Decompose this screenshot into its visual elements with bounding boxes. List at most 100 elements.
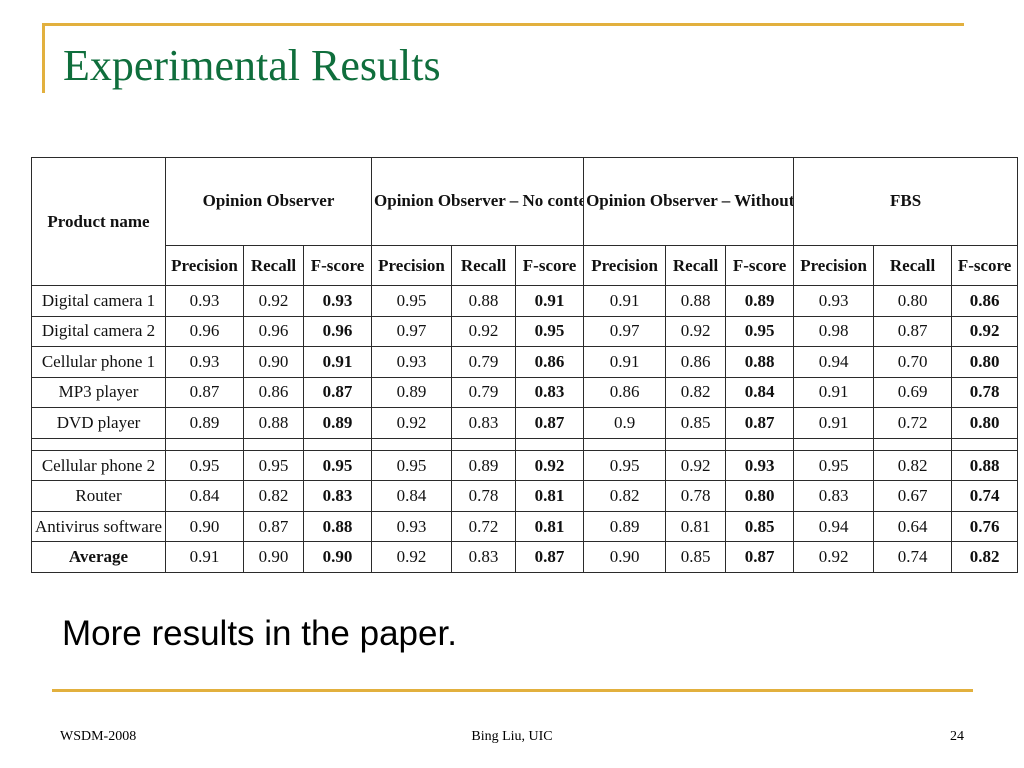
metric-header: F-score	[302, 245, 373, 286]
precision-cell: 0.82	[583, 480, 667, 512]
metric-header: Precision	[793, 245, 875, 286]
fscore-cell: 0.82	[951, 541, 1019, 573]
divider-cell	[302, 437, 373, 451]
precision-cell: 0.84	[371, 480, 453, 512]
precision-cell: 0.89	[165, 407, 244, 439]
precision-cell: 0.95	[583, 449, 667, 482]
fscore-cell: 0.89	[725, 285, 795, 317]
fscore-cell: 0.80	[951, 346, 1019, 378]
fscore-cell: 0.86	[951, 285, 1019, 317]
divider-cell	[873, 437, 953, 451]
recall-cell: 0.86	[243, 376, 304, 409]
precision-cell: 0.91	[165, 541, 244, 573]
divider-cell	[515, 437, 585, 451]
recall-cell: 0.92	[665, 315, 727, 348]
precision-cell: 0.93	[371, 510, 453, 543]
fscore-cell: 0.81	[515, 510, 585, 543]
table-row: Digital camera 2 0.96 0.96 0.96 0.97 0.92 0.95…	[31, 315, 1019, 348]
precision-cell: 0.91	[793, 376, 875, 409]
product-name-cell: Cellular phone 1	[31, 346, 166, 378]
recall-cell: 0.92	[665, 449, 727, 482]
fscore-cell: 0.90	[302, 541, 373, 573]
recall-cell: 0.85	[665, 407, 727, 439]
precision-cell: 0.87	[165, 376, 244, 409]
fscore-cell: 0.88	[302, 510, 373, 543]
divider-cell	[31, 437, 166, 451]
recall-cell: 0.88	[451, 285, 517, 317]
more-results-note: More results in the paper.	[62, 614, 457, 653]
metric-header: Precision	[371, 245, 453, 286]
recall-cell: 0.74	[873, 541, 953, 573]
fscore-cell: 0.87	[515, 541, 585, 573]
divider-cell	[165, 437, 244, 451]
precision-cell: 0.94	[793, 346, 875, 378]
fscore-cell: 0.95	[515, 315, 585, 348]
slide-title: Experimental Results	[63, 41, 441, 90]
divider-cell	[725, 437, 795, 451]
metric-header: F-score	[951, 245, 1019, 286]
group-header: Opinion Observer – No context dependency…	[371, 157, 585, 246]
product-name-cell: Router	[31, 480, 166, 512]
product-name-cell: MP3 player	[31, 376, 166, 409]
metric-header: Recall	[451, 245, 517, 286]
fscore-cell: 0.88	[951, 449, 1019, 482]
metric-header: Precision	[165, 245, 244, 286]
fscore-cell: 0.87	[302, 376, 373, 409]
fscore-cell: 0.83	[515, 376, 585, 409]
divider-cell	[951, 437, 1019, 451]
metric-header: Recall	[873, 245, 953, 286]
precision-cell: 0.84	[165, 480, 244, 512]
group-header: FBS	[793, 157, 1019, 246]
precision-cell: 0.92	[793, 541, 875, 573]
recall-cell: 0.79	[451, 376, 517, 409]
recall-cell: 0.87	[873, 315, 953, 348]
precision-cell: 0.93	[165, 285, 244, 317]
precision-cell: 0.93	[371, 346, 453, 378]
footer-conference: WSDM-2008	[60, 729, 137, 744]
precision-cell: 0.92	[371, 541, 453, 573]
precision-cell: 0.96	[165, 315, 244, 348]
divider-cell	[243, 437, 304, 451]
recall-cell: 0.88	[665, 285, 727, 317]
recall-cell: 0.85	[665, 541, 727, 573]
precision-cell: 0.97	[583, 315, 667, 348]
table-divider-row	[31, 437, 1019, 451]
divider-cell	[665, 437, 727, 451]
recall-cell: 0.90	[243, 541, 304, 573]
fscore-cell: 0.74	[951, 480, 1019, 512]
divider-cell	[451, 437, 517, 451]
precision-cell: 0.98	[793, 315, 875, 348]
metric-header: F-score	[725, 245, 795, 286]
recall-cell: 0.70	[873, 346, 953, 378]
precision-cell: 0.86	[583, 376, 667, 409]
recall-cell: 0.92	[451, 315, 517, 348]
fscore-cell: 0.95	[302, 449, 373, 482]
recall-cell: 0.90	[243, 346, 304, 378]
recall-cell: 0.67	[873, 480, 953, 512]
fscore-cell: 0.80	[951, 407, 1019, 439]
recall-cell: 0.89	[451, 449, 517, 482]
table-row: Cellular phone 2 0.95 0.95 0.95 0.95 0.89 0.92…	[31, 449, 1019, 482]
page-number: 24	[950, 729, 964, 744]
metric-header: Precision	[583, 245, 667, 286]
fscore-cell: 0.92	[951, 315, 1019, 348]
recall-cell: 0.86	[665, 346, 727, 378]
precision-cell: 0.89	[583, 510, 667, 543]
fscore-cell: 0.78	[951, 376, 1019, 409]
fscore-cell: 0.91	[302, 346, 373, 378]
precision-cell: 0.95	[371, 449, 453, 482]
fscore-cell: 0.83	[302, 480, 373, 512]
precision-cell: 0.91	[583, 346, 667, 378]
fscore-cell: 0.95	[725, 315, 795, 348]
product-name-cell: Antivirus software	[31, 510, 166, 543]
recall-cell: 0.81	[665, 510, 727, 543]
product-name-cell: DVD player	[31, 407, 166, 439]
fscore-cell: 0.92	[515, 449, 585, 482]
recall-cell: 0.80	[873, 285, 953, 317]
footer-rule	[52, 689, 973, 692]
fscore-cell: 0.89	[302, 407, 373, 439]
recall-cell: 0.96	[243, 315, 304, 348]
table-row: Router 0.84 0.82 0.83 0.84 0.78 0.81 0.82 0.78 0.…	[31, 480, 1019, 512]
precision-cell: 0.92	[371, 407, 453, 439]
precision-cell: 0.93	[165, 346, 244, 378]
